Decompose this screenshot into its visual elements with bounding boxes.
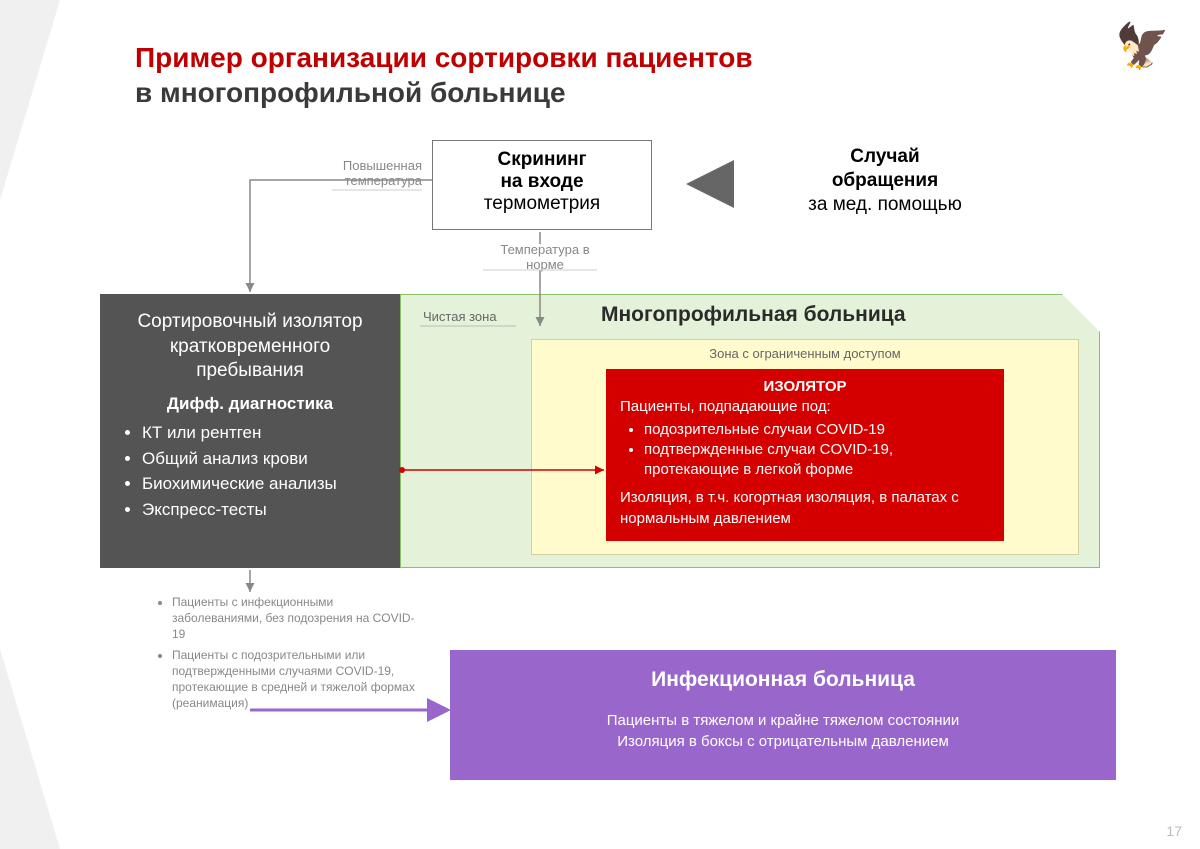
infect-heading: Инфекционная больница — [450, 668, 1116, 692]
infect-box: Инфекционная больница Пациенты в тяжелом… — [450, 650, 1116, 780]
case-l2: обращения — [770, 169, 1000, 193]
screening-l1: Скрининг — [433, 149, 651, 171]
triage-l2: кратковременного — [170, 336, 330, 357]
bg-triangle-top — [0, 0, 60, 200]
slide-title: Пример организации сортировки пациентов … — [135, 40, 753, 110]
title-black: в многопрофильной больнице — [135, 77, 566, 108]
restricted-label: Зона с ограниченным доступом — [532, 340, 1078, 367]
arrow-left-icon — [686, 160, 734, 208]
isolator-box: ИЗОЛЯТОР Пациенты, подпадающие под: подо… — [606, 369, 1004, 541]
case-l1: Случай — [770, 145, 1000, 169]
infect-l2: Изоляция в боксы с отрицательным давлени… — [450, 731, 1116, 752]
triage-l3: пребывания — [196, 360, 304, 381]
isolator-foot: Изоляция, в т.ч. когортная изоляция, в п… — [620, 488, 990, 529]
under-item: Пациенты с подозрительными или подтвержд… — [172, 647, 418, 712]
case-l3: за мед. помощью — [770, 193, 1000, 217]
isolator-item: подозрительные случаи COVID-19 — [644, 420, 990, 440]
bg-triangle-bottom — [0, 649, 60, 849]
triage-l1: Сортировочный изолятор — [137, 311, 362, 332]
emblem-icon: 🦅 — [1115, 20, 1170, 72]
title-red: Пример организации сортировки пациентов — [135, 42, 753, 73]
isolator-heading: ИЗОЛЯТОР — [620, 377, 990, 397]
triage-sub: Дифф. диагностика — [118, 394, 382, 414]
case-box: Случай обращения за мед. помощью — [770, 145, 1000, 216]
triage-box: Сортировочный изолятор кратковременного … — [100, 294, 400, 568]
screening-box: Скрининг на входе термометрия — [432, 140, 652, 230]
hospital-container: Чистая зона Многопрофильная больница Зон… — [400, 294, 1100, 568]
triage-item: КТ или рентген — [142, 420, 382, 446]
restricted-zone: Зона с ограниченным доступом ИЗОЛЯТОР Па… — [531, 339, 1079, 555]
triage-item: Экспресс-тесты — [142, 497, 382, 523]
screening-l2: на входе — [433, 171, 651, 193]
under-item: Пациенты с инфекционными заболеваниями, … — [172, 594, 418, 643]
page-number: 17 — [1166, 823, 1182, 839]
triage-item: Общий анализ крови — [142, 446, 382, 472]
under-notes: Пациенты с инфекционными заболеваниями, … — [158, 594, 418, 715]
label-temp-high: Повышенная температура — [332, 158, 422, 188]
hospital-title: Многопрофильная больница — [601, 303, 906, 327]
triage-item: Биохимические анализы — [142, 471, 382, 497]
infect-l1: Пациенты в тяжелом и крайне тяжелом сост… — [450, 710, 1116, 731]
label-temp-norm: Температура в норме — [490, 242, 600, 272]
isolator-intro: Пациенты, подпадающие под: — [620, 397, 990, 417]
isolator-item: подтвержденные случаи COVID-19, протекаю… — [644, 440, 990, 481]
screening-l3: термометрия — [433, 193, 651, 215]
clean-zone-label: Чистая зона — [423, 309, 497, 324]
